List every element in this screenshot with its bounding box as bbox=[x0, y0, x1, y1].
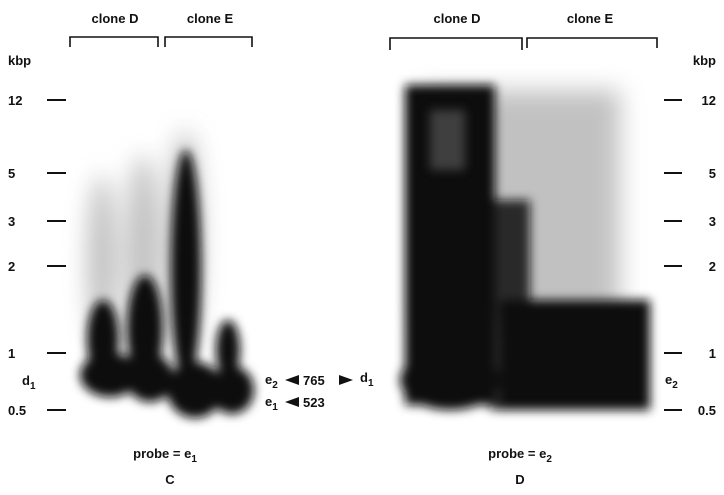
size-marker-label: 0.5 bbox=[698, 403, 716, 418]
probe-label: probe = e2 bbox=[488, 446, 552, 465]
bracket bbox=[526, 37, 658, 48]
size-marker-label: 5 bbox=[709, 166, 716, 181]
letter: e bbox=[265, 372, 272, 387]
prefix: probe = bbox=[488, 446, 536, 461]
size-label: 765 bbox=[303, 373, 325, 388]
bracket bbox=[164, 36, 253, 47]
size-marker-label: 12 bbox=[8, 93, 22, 108]
axis-unit: kbp bbox=[8, 53, 31, 68]
subscript: 1 bbox=[30, 381, 36, 392]
size-marker-label: 0.5 bbox=[8, 403, 26, 418]
size-marker-label: 2 bbox=[709, 259, 716, 274]
arrow-right bbox=[339, 375, 353, 385]
size-marker-label: 1 bbox=[8, 346, 15, 361]
size-label: 523 bbox=[303, 395, 325, 410]
subscript: 1 bbox=[272, 402, 278, 413]
size-marker-label: 5 bbox=[8, 166, 15, 181]
bracket bbox=[389, 37, 523, 50]
band-label: e1 bbox=[265, 394, 278, 413]
lane-group-label: clone D bbox=[434, 11, 481, 26]
axis-unit: kbp bbox=[693, 53, 716, 68]
size-markers: 12 5 3 2 1 0.5 bbox=[664, 93, 716, 418]
lane-group-label: clone D bbox=[92, 11, 139, 26]
size-marker-label: 3 bbox=[8, 214, 15, 229]
band-label: e2 bbox=[665, 372, 678, 391]
panel-label: D bbox=[515, 472, 524, 487]
band-label: e2 bbox=[265, 372, 278, 391]
gel-c bbox=[80, 130, 254, 418]
letter: e bbox=[265, 394, 272, 409]
panel-label: C bbox=[165, 472, 175, 487]
arrow-left bbox=[285, 375, 299, 385]
gel-d bbox=[400, 85, 650, 410]
lane-group-label: clone E bbox=[187, 11, 234, 26]
subscript: 2 bbox=[672, 380, 678, 391]
subscript: 2 bbox=[272, 380, 278, 391]
size-marker-label: 12 bbox=[702, 93, 716, 108]
lane-group-label: clone E bbox=[567, 11, 614, 26]
size-marker-label: 1 bbox=[709, 346, 716, 361]
subscript: 1 bbox=[368, 378, 374, 389]
letter: d bbox=[360, 370, 368, 385]
size-marker-label: 2 bbox=[8, 259, 15, 274]
subscript: 1 bbox=[191, 454, 197, 465]
letter: e bbox=[665, 372, 672, 387]
letter: e bbox=[539, 446, 546, 461]
prefix: probe = bbox=[133, 446, 181, 461]
probe-label: probe = e1 bbox=[133, 446, 197, 465]
bracket bbox=[69, 36, 159, 47]
arrow-left bbox=[285, 397, 299, 407]
band-label: d1 bbox=[360, 370, 374, 389]
subscript: 2 bbox=[546, 454, 552, 465]
letter: e bbox=[184, 446, 191, 461]
band-label: d1 bbox=[22, 373, 36, 392]
size-markers: 12 5 3 2 1 0.5 bbox=[8, 93, 66, 418]
size-marker-label: 3 bbox=[709, 214, 716, 229]
letter: d bbox=[22, 373, 30, 388]
